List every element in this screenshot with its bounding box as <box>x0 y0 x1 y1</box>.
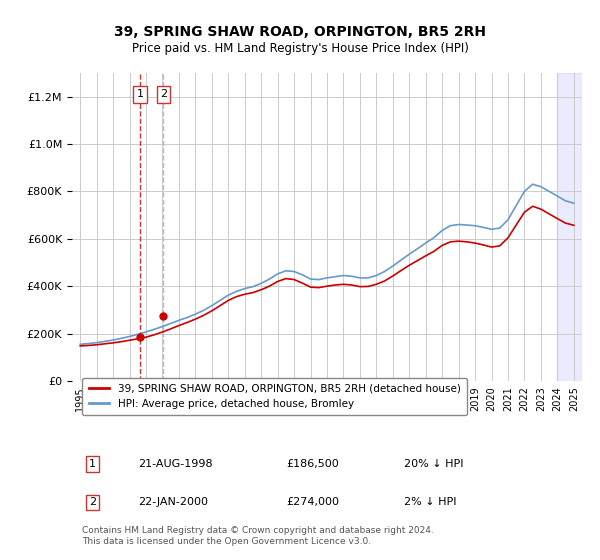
Text: 21-AUG-1998: 21-AUG-1998 <box>139 459 213 469</box>
Bar <box>557 73 582 381</box>
Text: 20% ↓ HPI: 20% ↓ HPI <box>404 459 463 469</box>
Text: 2% ↓ HPI: 2% ↓ HPI <box>404 497 456 507</box>
Text: 2: 2 <box>89 497 96 507</box>
Text: 1: 1 <box>137 90 143 99</box>
Text: 39, SPRING SHAW ROAD, ORPINGTON, BR5 2RH: 39, SPRING SHAW ROAD, ORPINGTON, BR5 2RH <box>114 25 486 39</box>
Text: 1: 1 <box>89 459 96 469</box>
Text: 2: 2 <box>160 90 167 99</box>
Legend: 39, SPRING SHAW ROAD, ORPINGTON, BR5 2RH (detached house), HPI: Average price, d: 39, SPRING SHAW ROAD, ORPINGTON, BR5 2RH… <box>82 377 467 416</box>
Text: Price paid vs. HM Land Registry's House Price Index (HPI): Price paid vs. HM Land Registry's House … <box>131 42 469 55</box>
Text: 22-JAN-2000: 22-JAN-2000 <box>139 497 208 507</box>
Text: Contains HM Land Registry data © Crown copyright and database right 2024.
This d: Contains HM Land Registry data © Crown c… <box>82 526 434 546</box>
Text: £186,500: £186,500 <box>286 459 339 469</box>
Text: £274,000: £274,000 <box>286 497 339 507</box>
